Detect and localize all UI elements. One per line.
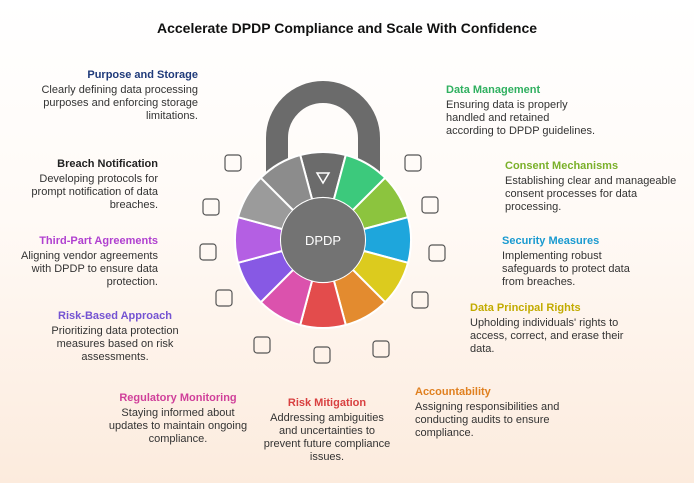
item: Regulatory Monitoring Staying informed ab… (108, 392, 248, 446)
item-description: Aligning vendor agreements with DPDP to … (21, 250, 158, 288)
icon (428, 244, 446, 262)
item-description: Prioritizing data protection measures ba… (51, 325, 179, 363)
item-description: Assigning responsibilities and conductin… (415, 401, 560, 439)
item-description: Clearly defining data processing purpose… (41, 84, 198, 122)
title: Accelerate DPDP Compliance and Scale Wit… (156, 20, 538, 36)
item: Risk-Based Approach Prioritizing data pro… (40, 310, 190, 364)
icon (224, 154, 242, 172)
icon (202, 198, 220, 216)
item-description: Staying informed about updates to mainta… (108, 407, 248, 445)
icon (404, 154, 422, 172)
item-title: Accountability (415, 386, 491, 398)
icon (372, 340, 390, 358)
item: Breach Notification Developing protocols … (8, 158, 158, 212)
item-title: Data Principal Rights (470, 302, 581, 314)
item-title: Purpose and Storage (87, 69, 198, 81)
item-title: Third-Part Agreements (39, 235, 158, 247)
icon (313, 346, 331, 364)
item-description: Addressing ambiguities and uncertainties… (263, 412, 391, 463)
item-title: Risk Mitigation (287, 397, 367, 409)
item: Accountability Assigning responsibilities… (415, 386, 585, 440)
item-title: Consent Mechanisms (505, 160, 619, 172)
icon (411, 291, 429, 309)
item-title: Breach Notification (57, 158, 158, 170)
item: Third-Part Agreements Aligning vendor agr… (8, 235, 158, 289)
item-description: Developing protocols for prompt notifica… (31, 173, 158, 211)
item-description: Upholding individuals' rights to access,… (470, 317, 624, 355)
icon (421, 196, 439, 214)
icon (199, 243, 217, 261)
lock-keyhole (315, 172, 331, 185)
item: Consent Mechanisms Establishing clear and… (505, 160, 690, 214)
item-title: Regulatory Monitoring (119, 392, 237, 404)
item: Data Principal Rights Upholding individua… (470, 302, 640, 356)
center-label: DPDP (305, 233, 341, 248)
item-title: Security Measures (502, 235, 600, 247)
item: Purpose and Storage Clearly defining data… (28, 69, 198, 123)
item: Data Management Ensuring data is properly… (446, 84, 596, 138)
lock-shackle (266, 81, 380, 178)
icon (253, 336, 271, 354)
item-title: Data Management (446, 84, 541, 96)
item: Security Measures Implementing robust saf… (502, 235, 632, 289)
lock-center (281, 198, 365, 282)
item-title: Risk-Based Approach (58, 310, 172, 322)
item: Risk Mitigation Addressing ambiguities an… (262, 397, 392, 464)
item-description: Implementing robust safeguards to protec… (502, 250, 630, 288)
icon (215, 289, 233, 307)
item-description: Ensuring data is properly handled and re… (446, 99, 595, 137)
item-description: Establishing clear and manageable consen… (505, 175, 677, 213)
